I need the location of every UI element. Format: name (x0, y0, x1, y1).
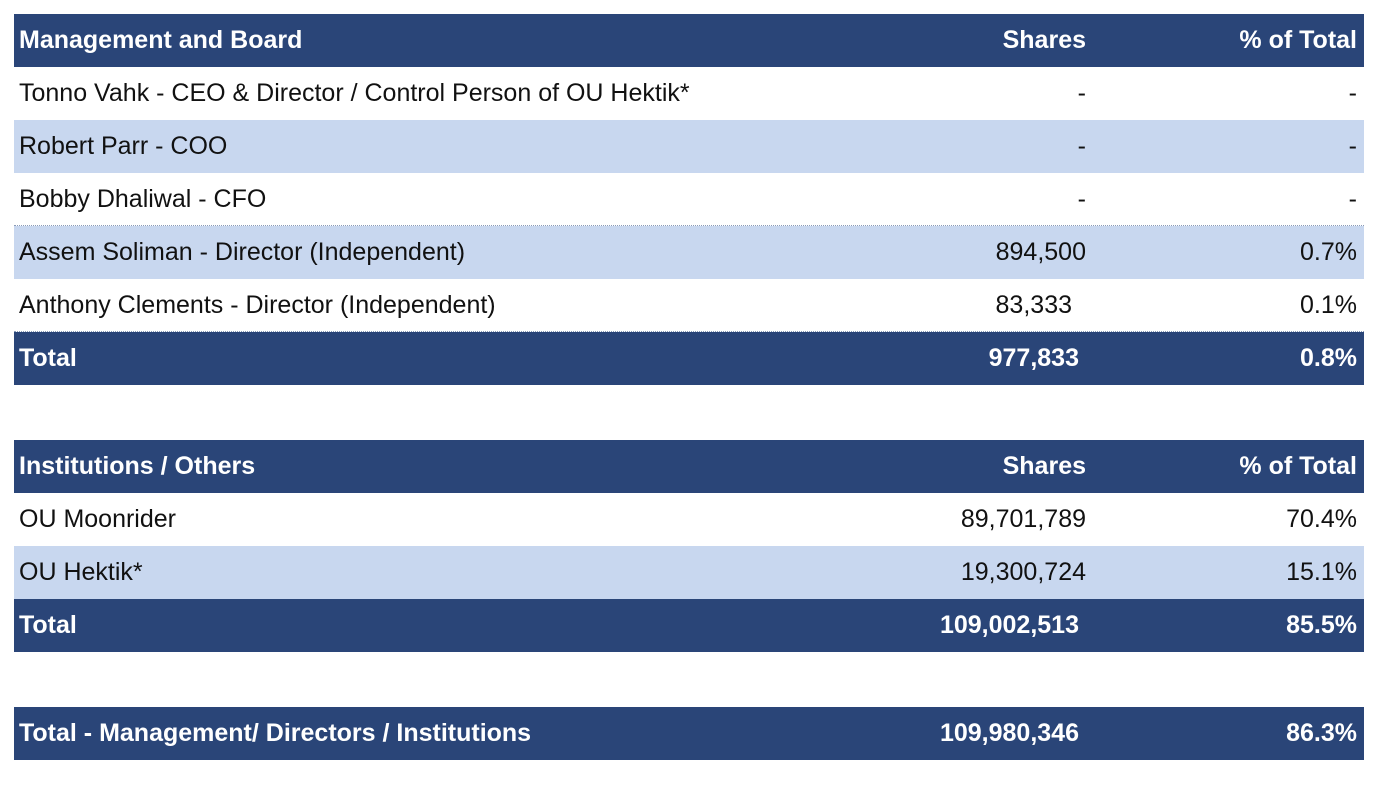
management-header-pct: % of Total (1239, 26, 1357, 54)
total-pct: 85.5% (1286, 611, 1357, 639)
row-name: OU Moonrider (19, 505, 176, 533)
row-name: Tonno Vahk - CEO & Director / Control Pe… (19, 79, 690, 107)
grand-total-shares: 109,980,346 (939, 719, 1079, 747)
row-shares: - (1077, 185, 1086, 213)
row-pct: - (1348, 185, 1357, 213)
row-name: OU Hektik* (19, 558, 143, 586)
institutions-table: Institutions / Others Shares % of Total … (14, 440, 1364, 652)
table-row: Robert Parr - COO - - (14, 120, 1364, 173)
table-row: Assem Soliman - Director (Independent) 8… (14, 226, 1364, 279)
management-header-row: Management and Board Shares % of Total (14, 14, 1364, 67)
institutions-header-shares: Shares (1002, 452, 1086, 480)
total-label: Total (19, 611, 77, 639)
row-name: Robert Parr - COO (19, 132, 228, 160)
row-shares: 83,333 (995, 291, 1072, 319)
row-name: Assem Soliman - Director (Independent) (19, 238, 466, 266)
total-shares: 977,833 (988, 344, 1079, 372)
table-row: OU Moonrider 89,701,789 70.4% (14, 493, 1364, 546)
grand-total-pct: 86.3% (1286, 719, 1357, 747)
grand-total-row: Total - Management/ Directors / Institut… (14, 707, 1364, 760)
management-table: Management and Board Shares % of Total T… (14, 14, 1364, 385)
row-pct: 70.4% (1286, 505, 1357, 533)
row-shares: 89,701,789 (960, 505, 1086, 533)
row-pct: 15.1% (1286, 558, 1357, 586)
row-pct: - (1348, 79, 1357, 107)
institutions-header-pct: % of Total (1239, 452, 1357, 480)
management-header-shares: Shares (1002, 26, 1086, 54)
row-shares: - (1077, 132, 1086, 160)
row-shares: - (1077, 79, 1086, 107)
institutions-header-row: Institutions / Others Shares % of Total (14, 440, 1364, 493)
row-pct: 0.1% (1300, 291, 1357, 319)
row-shares: 19,300,724 (960, 558, 1086, 586)
table-row: Tonno Vahk - CEO & Director / Control Pe… (14, 67, 1364, 120)
institutions-header-name: Institutions / Others (19, 452, 256, 480)
row-pct: - (1348, 132, 1357, 160)
grand-total-table: Total - Management/ Directors / Institut… (14, 707, 1364, 760)
row-shares: 894,500 (995, 238, 1086, 266)
row-pct: 0.7% (1300, 238, 1357, 266)
grand-total-label: Total - Management/ Directors / Institut… (19, 719, 532, 747)
management-header-name: Management and Board (19, 26, 303, 54)
total-label: Total (19, 344, 77, 372)
total-pct: 0.8% (1300, 344, 1357, 372)
table-row: Bobby Dhaliwal - CFO - - (14, 173, 1364, 226)
table-row: Anthony Clements - Director (Independent… (14, 279, 1364, 332)
row-name: Bobby Dhaliwal - CFO (19, 185, 267, 213)
row-name: Anthony Clements - Director (Independent… (19, 291, 496, 319)
table-row: OU Hektik* 19,300,724 15.1% (14, 546, 1364, 599)
management-total-row: Total 977,833 0.8% (14, 332, 1364, 385)
total-shares: 109,002,513 (939, 611, 1079, 639)
institutions-total-row: Total 109,002,513 85.5% (14, 599, 1364, 652)
